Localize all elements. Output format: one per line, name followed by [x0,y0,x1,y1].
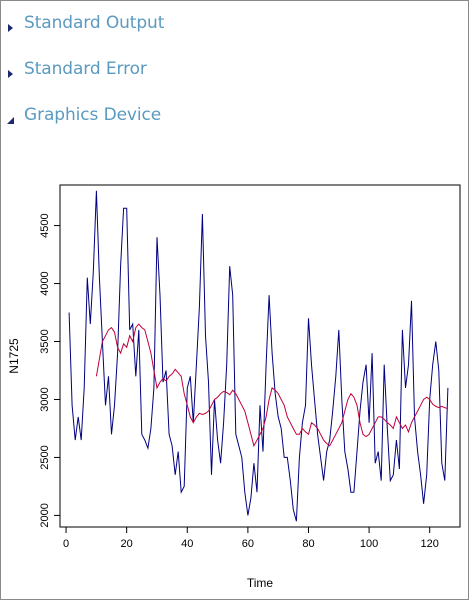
x-tick-label: 0 [63,538,69,550]
triangle-right-icon [6,64,16,78]
x-tick-label: 40 [181,538,193,550]
x-tick-label: 80 [302,538,314,550]
y-tick-label: 4500 [39,213,51,237]
standard-output-toggle[interactable]: Standard Output [6,11,164,35]
series-line-raw [68,190,449,522]
y-tick-label: 2500 [39,445,51,469]
series-line-smoothed [95,323,449,448]
section-label: Standard Output [24,13,165,33]
y-tick-label: 3500 [39,329,51,353]
section-label: Standard Error [24,59,147,79]
section-label: Graphics Device [24,105,162,125]
x-tick-label: 120 [421,538,439,550]
plot-box [59,184,461,528]
y-axis-label: N1725 [7,338,21,374]
graphics-device-output: 0 20 40 60 80 100 120 2000 2500 3000 3500 4000 4500 … [0,175,469,600]
x-tick-label: 100 [360,538,378,550]
x-axis-label: Time [247,576,274,590]
triangle-down-icon [6,110,16,124]
y-tick-label: 2000 [39,503,51,527]
graphics-device-toggle[interactable]: Graphics Device [6,103,161,127]
y-tick-label: 3000 [39,387,51,411]
x-tick-label: 60 [242,538,254,550]
x-tick-label: 20 [121,538,133,550]
time-series-plot: 0 20 40 60 80 100 120200025003000350040004500 … [7,184,461,590]
triangle-right-icon [6,18,16,32]
y-tick-label: 4000 [39,271,51,295]
standard-error-toggle[interactable]: Standard Error [6,57,147,81]
